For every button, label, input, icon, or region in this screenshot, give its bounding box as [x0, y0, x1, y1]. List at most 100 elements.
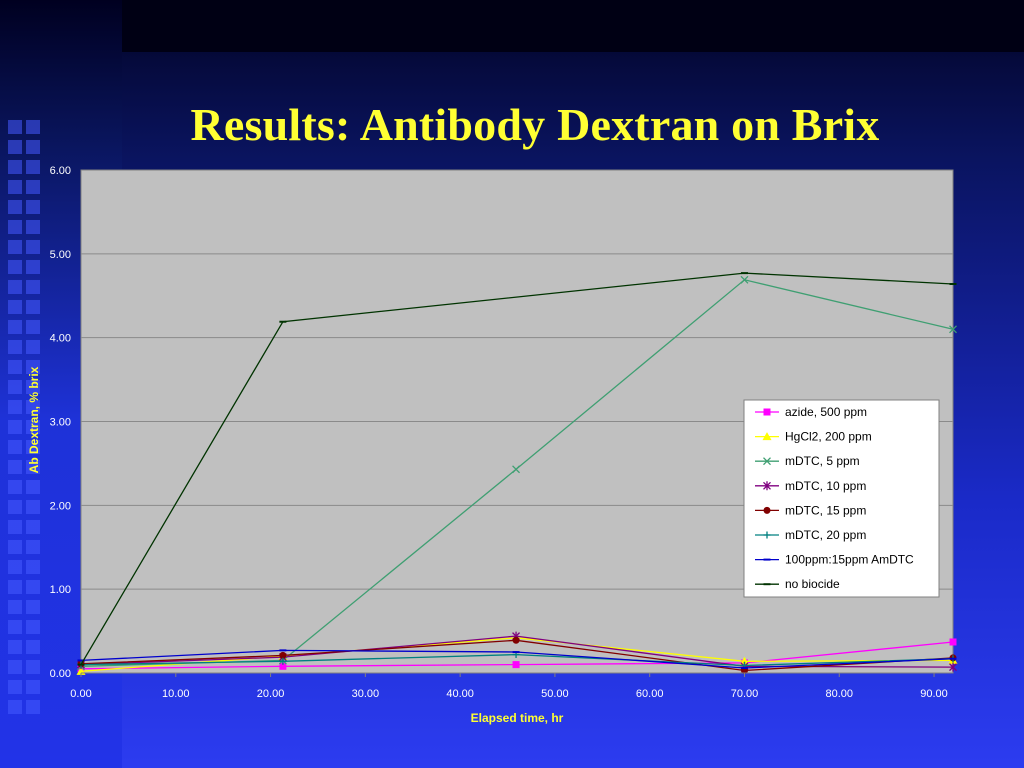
chart-svg: 0.00 10.00 20.00 30.00 40.00 50.00 60.00 70.00 8…	[27, 165, 958, 725]
x-tick-label: 50.00	[541, 688, 569, 700]
series	[77, 649, 957, 669]
y-axis-label: Ab Dextran, % brix	[27, 366, 41, 473]
legend-label: no biocide	[785, 577, 840, 591]
decor-square	[26, 500, 40, 514]
y-axis: 0.00 1.00 2.00 3.00 4.00 5.00 6.00	[50, 165, 71, 680]
y-tick-label: 4.00	[50, 333, 71, 345]
y-tick-label: 5.00	[50, 249, 71, 261]
decor-square	[26, 220, 40, 234]
decor-square	[26, 420, 40, 434]
decor-square	[26, 340, 40, 354]
series	[77, 651, 957, 669]
legend-label: mDTC, 20 ppm	[785, 528, 866, 542]
decor-square	[8, 660, 22, 674]
decor-square	[8, 460, 22, 474]
legend-label: mDTC, 15 ppm	[785, 503, 866, 517]
x-tick-label: 90.00	[920, 688, 948, 700]
decorative-squares	[8, 120, 118, 740]
decor-square	[26, 640, 40, 654]
decor-square	[8, 120, 22, 134]
legend-entry: 100ppm:15ppm AmDTC	[755, 553, 914, 567]
legend-label: mDTC, 10 ppm	[785, 479, 866, 493]
decor-square	[8, 580, 22, 594]
x-tick-label: 30.00	[352, 688, 380, 700]
legend-label: mDTC, 5 ppm	[785, 454, 860, 468]
series-line	[80, 272, 954, 665]
decor-square	[8, 400, 22, 414]
x-tick-label: 20.00	[257, 688, 285, 700]
decor-square	[8, 440, 22, 454]
decor-square	[26, 460, 40, 474]
legend-entry: mDTC, 5 ppm	[755, 454, 860, 468]
decor-square	[8, 680, 22, 694]
decor-square	[8, 180, 22, 194]
decor-square	[26, 660, 40, 674]
legend-entry: HgCl2, 200 ppm	[755, 430, 872, 444]
decor-square	[26, 360, 40, 374]
decor-square	[26, 580, 40, 594]
data-point	[279, 657, 287, 665]
x-tick-label: 0.00	[70, 688, 91, 700]
data-point	[739, 656, 749, 665]
data-point	[740, 275, 749, 284]
decor-square	[26, 480, 40, 494]
decor-square	[8, 320, 22, 334]
legend-entry: mDTC, 15 ppm	[755, 503, 866, 517]
decor-square	[26, 600, 40, 614]
decor-square	[8, 500, 22, 514]
x-axis: 0.00 10.00 20.00 30.00 40.00 50.00 60.00 70.00 8…	[70, 672, 953, 700]
data-point	[279, 662, 287, 670]
decor-square	[8, 220, 22, 234]
decor-square	[8, 160, 22, 174]
decor-square	[8, 420, 22, 434]
decor-square	[8, 700, 22, 714]
decor-square	[26, 240, 40, 254]
series-layer	[76, 272, 958, 675]
slide-title: Results: Antibody Dextran on Brix	[190, 99, 880, 150]
data-point	[763, 408, 771, 416]
chart: 0.00 10.00 20.00 30.00 40.00 50.00 60.00 70.00 8…	[0, 160, 1024, 740]
legend-entry: mDTC, 20 ppm	[755, 528, 866, 542]
x-axis-label: Elapsed time, hr	[471, 711, 564, 725]
decor-square	[8, 640, 22, 654]
data-point	[512, 636, 520, 644]
decor-square	[8, 360, 22, 374]
decor-square	[8, 560, 22, 574]
decor-square	[26, 700, 40, 714]
decor-square	[26, 560, 40, 574]
decor-square	[26, 620, 40, 634]
decor-square	[26, 300, 40, 314]
data-point	[949, 325, 957, 334]
decor-square	[8, 200, 22, 214]
decor-square	[26, 520, 40, 534]
data-point	[763, 531, 771, 539]
y-tick-label: 6.00	[50, 165, 71, 177]
decor-square	[26, 400, 40, 414]
x-tick-label: 70.00	[731, 688, 759, 700]
decor-square	[26, 260, 40, 274]
legend-label: azide, 500 ppm	[785, 405, 867, 419]
data-point	[763, 506, 771, 514]
legend: azide, 500 ppm HgCl2, 200 ppm mDTC, 5 ppm m…	[743, 399, 940, 598]
data-point	[762, 432, 772, 441]
x-tick-label: 10.00	[162, 688, 190, 700]
data-point	[512, 465, 521, 474]
x-tick-label: 40.00	[446, 688, 474, 700]
decor-square	[26, 140, 40, 154]
decor-square	[8, 540, 22, 554]
decor-square	[8, 600, 22, 614]
x-tick-label: 60.00	[636, 688, 664, 700]
decor-square	[8, 520, 22, 534]
y-tick-label: 1.00	[50, 584, 71, 596]
legend-label: HgCl2, 200 ppm	[785, 430, 872, 444]
decor-square	[26, 680, 40, 694]
y-tick-label: 0.00	[50, 668, 71, 680]
data-point	[763, 481, 771, 491]
decor-square	[8, 260, 22, 274]
decor-square	[8, 480, 22, 494]
decor-square	[26, 120, 40, 134]
decor-square	[8, 240, 22, 254]
decor-square	[26, 280, 40, 294]
x-tick-label: 80.00	[825, 688, 853, 700]
data-point	[279, 651, 287, 659]
